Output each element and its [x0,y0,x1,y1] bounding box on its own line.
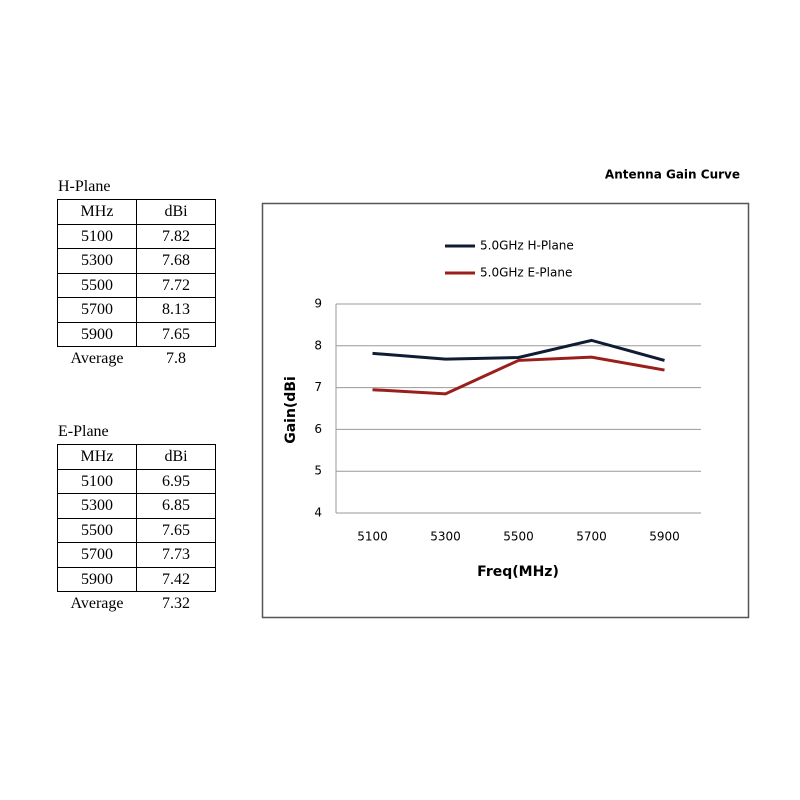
x-tick-label: 5100 [357,530,388,544]
x-axis-label: Freq(MHz) [477,564,559,580]
table-row: 5900 7.65 [57,321,216,347]
table-cell: 5500 [57,272,137,298]
x-tick-label: 5500 [503,530,534,544]
line [372,338,665,362]
x-tick-label: 5300 [430,530,461,544]
y-tick-label: 6 [314,422,322,436]
y-axis-label: Gain(dBi [283,376,299,444]
table-cell: 7.82 [136,223,216,249]
x-tick-label: 5900 [649,530,680,544]
legend-label: 5.0GHz H-Plane [480,239,574,253]
legend-label: 5.0GHz E-Plane [480,266,572,280]
y-tick-label: 9 [314,297,322,311]
table-row: MHz dBi [57,444,216,470]
table-cell: dBi [136,199,216,225]
table-row: 5900 7.42 [57,566,216,592]
table-cell: 7.65 [136,321,216,347]
table-cell: 5900 [57,321,137,347]
table-cell: 5100 [57,223,137,249]
y-tick-label: 5 [314,464,322,478]
table-row: Average 7.32 [58,592,216,616]
table-cell: 7.73 [136,542,216,568]
table-row: 5700 7.73 [57,542,216,568]
table-cell: 5900 [57,566,137,592]
table-cell: dBi [136,444,216,470]
table-cell: Average [70,595,124,613]
chart-title: Antenna Gain Curve [605,168,740,182]
x-tick-label: 5700 [576,530,607,544]
table-cell: 8.13 [136,297,216,323]
table-cell: MHz [57,199,137,225]
table-cell: 7.42 [136,566,216,592]
table-cell: 5100 [57,468,137,494]
table-cell: Average [70,350,124,368]
table-row: MHz dBi [57,199,216,225]
table-row: 5500 7.65 [57,517,216,543]
line [372,355,665,396]
chart-frame [261,202,750,619]
table-cell: 7.32 [162,595,190,613]
table-row: 5100 7.82 [57,223,216,249]
table-cell: 5700 [57,542,137,568]
y-tick-label: 7 [314,380,322,394]
table-row: 5100 6.95 [57,468,216,494]
table-row: 5500 7.72 [57,272,216,298]
table: MHz dBi 5100 7.82 5300 7.68 5500 7.72 5700 8.13 59… [57,199,216,371]
table-title: E-Plane [58,423,109,440]
table-cell: 7.8 [166,350,186,368]
table-cell: 7.72 [136,272,216,298]
table-row: Average 7.8 [58,347,216,371]
y-tick-label: 8 [314,338,322,352]
table: MHz dBi 5100 6.95 5300 6.85 5500 7.65 5700 7.73 59… [57,444,216,616]
table-cell: MHz [57,444,137,470]
table-cell: 7.65 [136,517,216,543]
table-title: H-Plane [58,178,111,195]
table-cell: 5500 [57,517,137,543]
table-row: 5300 7.68 [57,248,216,274]
y-tick-label: 4 [314,506,322,520]
